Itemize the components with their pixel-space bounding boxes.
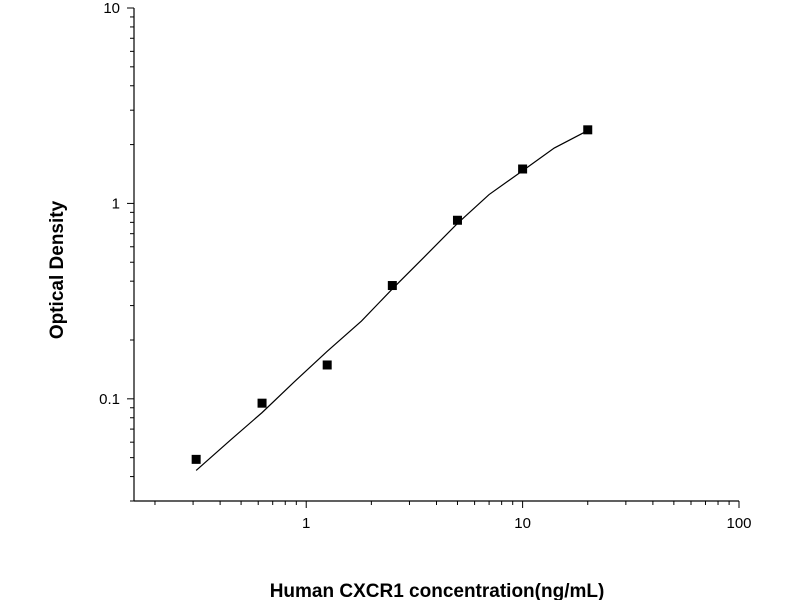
- data-point: [191, 454, 201, 464]
- y-tick-label: 10: [103, 0, 120, 17]
- y-tick-label: 1: [112, 195, 120, 212]
- ticks: [127, 7, 740, 508]
- data-point: [518, 164, 528, 174]
- fit-curve: [195, 130, 589, 471]
- x-tick-label: 10: [514, 515, 531, 532]
- y-axis-title: Optical Density: [47, 200, 68, 339]
- data-point: [583, 125, 593, 135]
- x-tick-label: 100: [726, 515, 751, 532]
- y-tick-label: 0.1: [99, 391, 120, 408]
- x-axis-title: Human CXCR1 concentration(ng/mL): [270, 581, 605, 600]
- x-tick-label: 1: [302, 515, 310, 532]
- tick-labels: 1 10 100 0.1 1 10: [99, 0, 751, 532]
- data-points: [191, 125, 593, 464]
- data-point: [387, 281, 397, 291]
- axes: [133, 8, 739, 502]
- data-point: [322, 360, 332, 370]
- data-point: [452, 215, 462, 225]
- data-point: [257, 398, 267, 408]
